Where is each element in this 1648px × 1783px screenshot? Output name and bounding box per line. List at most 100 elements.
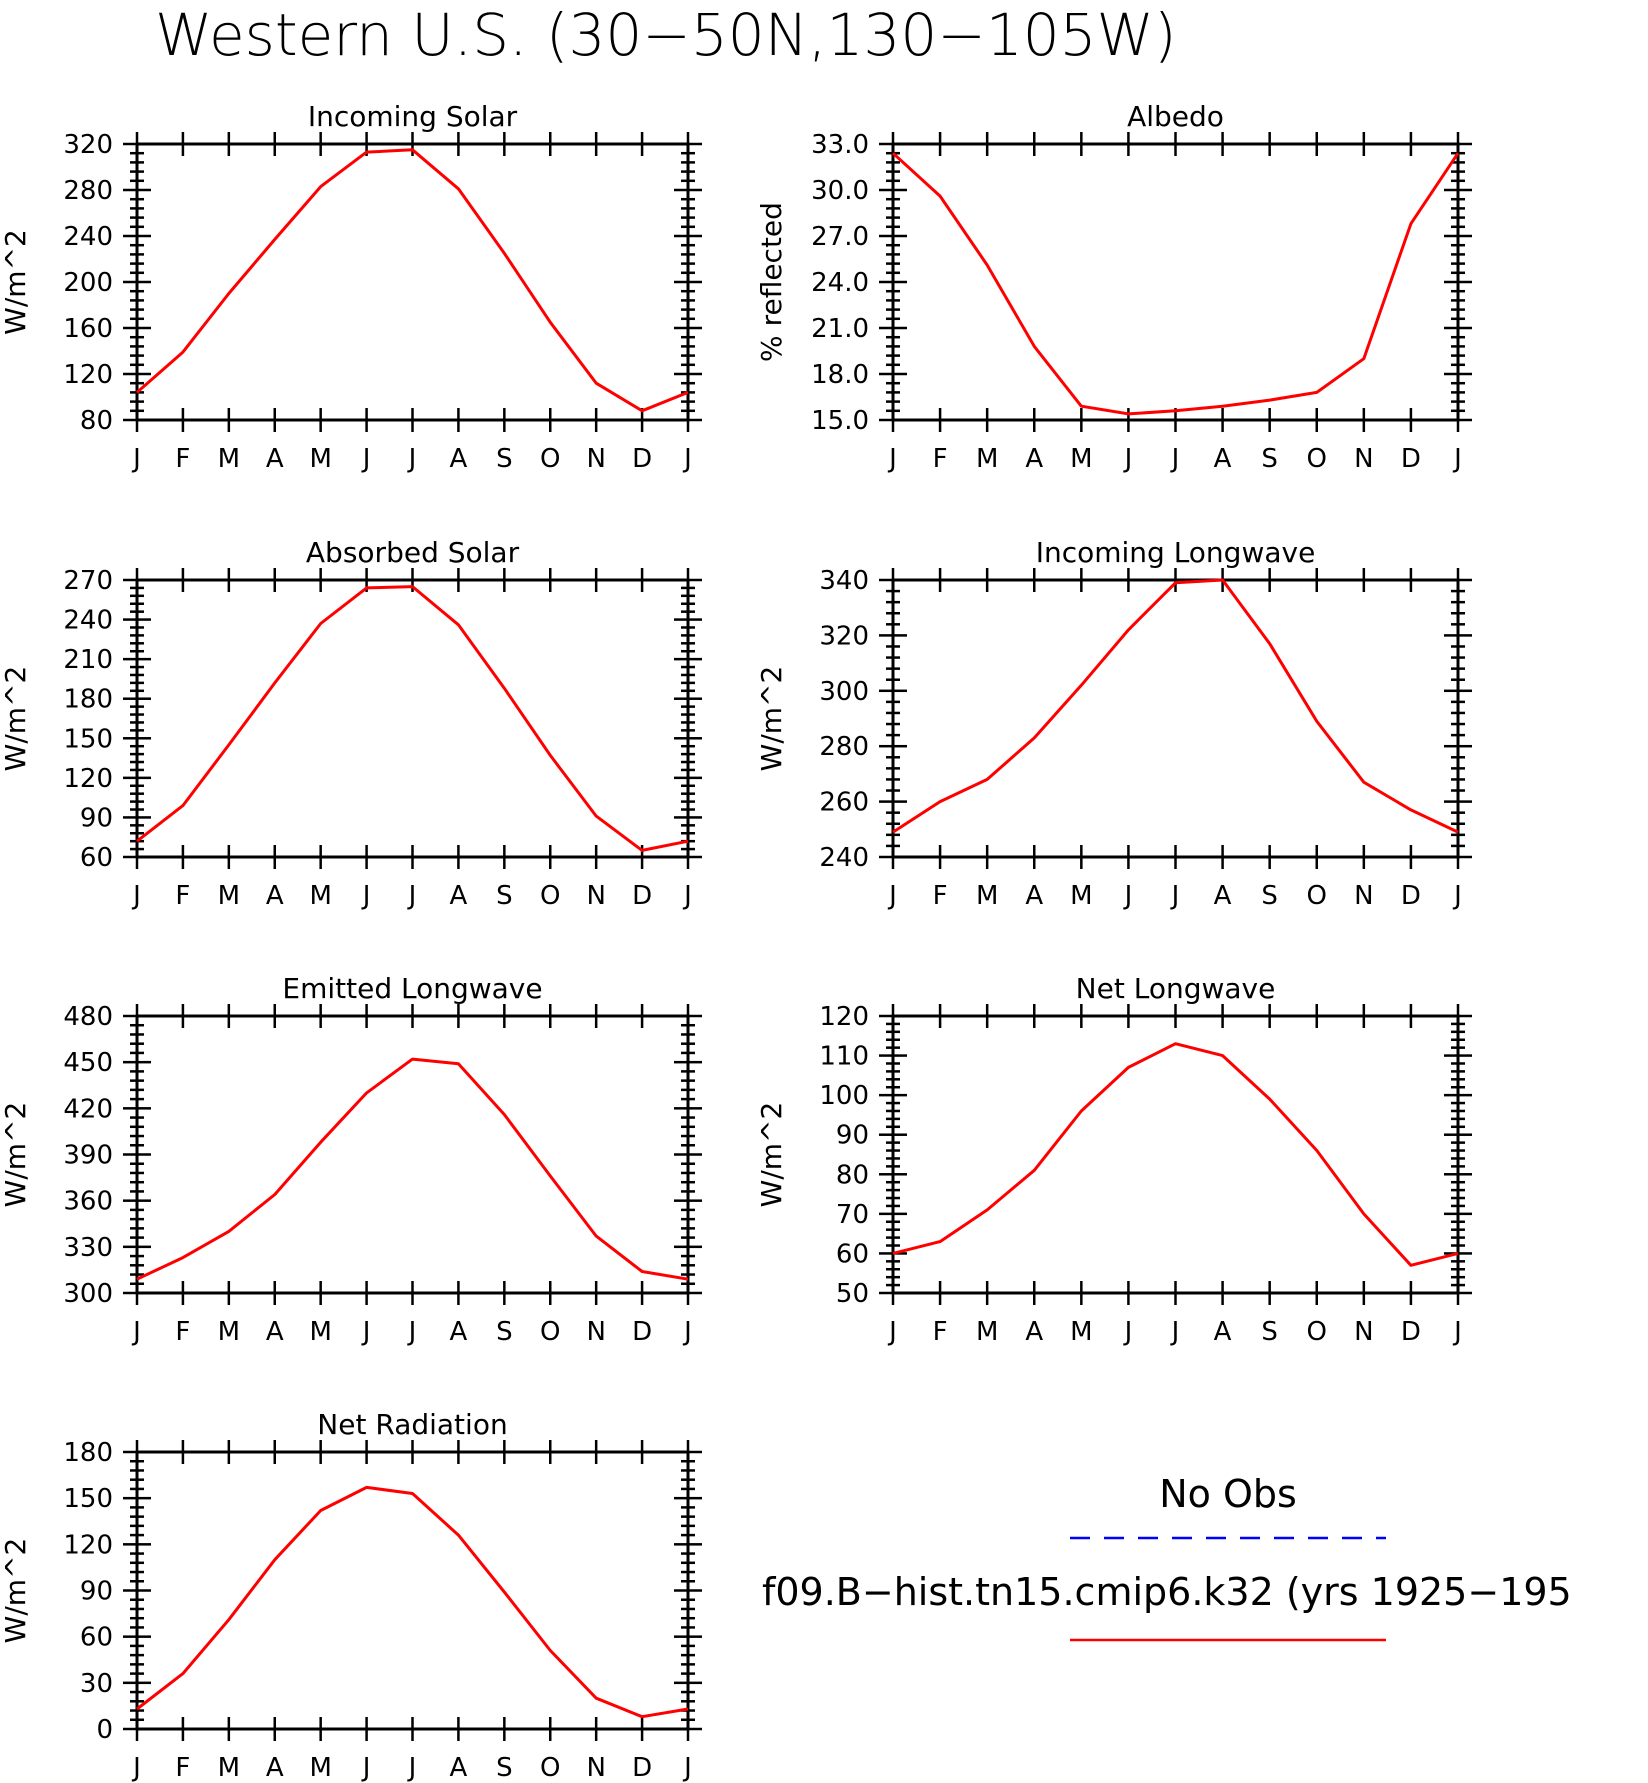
x-tick-label: D bbox=[1401, 1317, 1421, 1347]
x-tick-label: J bbox=[361, 881, 371, 911]
x-tick-label: F bbox=[175, 1317, 190, 1347]
x-tick-label: J bbox=[361, 444, 371, 474]
y-tick-label: 30 bbox=[80, 1669, 113, 1699]
y-tick-label: 18.0 bbox=[811, 360, 869, 390]
y-tick-label: 21.0 bbox=[811, 314, 869, 344]
x-tick-label: A bbox=[266, 1317, 284, 1347]
y-tick-label: 270 bbox=[63, 566, 113, 596]
x-tick-label: N bbox=[1354, 444, 1373, 474]
y-tick-label: 180 bbox=[63, 685, 113, 715]
x-tick-label: A bbox=[1025, 881, 1043, 911]
x-tick-label: O bbox=[1307, 881, 1327, 911]
series-line bbox=[891, 152, 1460, 416]
y-tick-label: 330 bbox=[63, 1233, 113, 1263]
y-tick-label: 60 bbox=[80, 1623, 113, 1653]
y-axis-label: W/m^2 bbox=[0, 666, 32, 772]
x-tick-label: J bbox=[131, 444, 141, 474]
plot-frame bbox=[135, 578, 690, 859]
y-tick-label: 150 bbox=[63, 724, 113, 754]
x-tick-label: M bbox=[1070, 881, 1092, 911]
x-tick-label: A bbox=[450, 444, 468, 474]
x-tick-label: O bbox=[1307, 1317, 1327, 1347]
y-tick-label: 120 bbox=[63, 764, 113, 794]
x-tick-label: J bbox=[407, 1753, 417, 1783]
plot-frame bbox=[135, 142, 690, 422]
y-tick-label: 100 bbox=[819, 1081, 869, 1111]
x-tick-label: N bbox=[586, 1753, 605, 1783]
x-tick-label: A bbox=[1214, 881, 1232, 911]
x-tick-label: J bbox=[887, 444, 897, 474]
y-tick-label: 280 bbox=[63, 176, 113, 206]
x-tick-label: S bbox=[496, 881, 513, 911]
x-tick-label: J bbox=[407, 444, 417, 474]
y-tick-label: 90 bbox=[836, 1121, 869, 1151]
plot-frame bbox=[891, 142, 1460, 422]
panel-title: Incoming Longwave bbox=[1036, 536, 1316, 569]
y-tick-label: 27.0 bbox=[811, 222, 869, 252]
y-tick-label: 90 bbox=[80, 1577, 113, 1607]
y-tick-label: 240 bbox=[63, 222, 113, 252]
y-tick-label: 210 bbox=[63, 645, 113, 675]
y-tick-label: 180 bbox=[63, 1438, 113, 1468]
x-tick-label: D bbox=[632, 1753, 652, 1783]
x-tick-label: O bbox=[540, 1753, 560, 1783]
y-tick-label: 60 bbox=[836, 1239, 869, 1269]
legend-obs-label: No Obs bbox=[1159, 1472, 1297, 1516]
y-axis-label: W/m^2 bbox=[0, 1538, 32, 1644]
x-tick-label: O bbox=[540, 1317, 560, 1347]
y-axis-label: W/m^2 bbox=[0, 229, 32, 335]
y-tick-label: 390 bbox=[63, 1141, 113, 1171]
x-tick-label: M bbox=[218, 881, 240, 911]
x-tick-label: M bbox=[309, 881, 331, 911]
x-tick-label: F bbox=[175, 444, 190, 474]
x-tick-label: D bbox=[632, 444, 652, 474]
y-tick-label: 90 bbox=[80, 803, 113, 833]
y-tick-label: 200 bbox=[63, 268, 113, 298]
x-tick-label: A bbox=[1025, 444, 1043, 474]
panel-title: Net Radiation bbox=[317, 1408, 507, 1441]
y-tick-label: 0 bbox=[96, 1715, 113, 1745]
y-tick-label: 320 bbox=[63, 130, 113, 160]
x-tick-label: J bbox=[1123, 881, 1133, 911]
y-tick-label: 480 bbox=[63, 1002, 113, 1032]
y-tick-label: 30.0 bbox=[811, 176, 869, 206]
x-tick-label: J bbox=[1452, 1317, 1462, 1347]
y-tick-label: 80 bbox=[80, 406, 113, 436]
x-tick-label: J bbox=[682, 1753, 692, 1783]
x-tick-label: M bbox=[309, 444, 331, 474]
x-tick-label: A bbox=[450, 881, 468, 911]
x-tick-label: N bbox=[586, 1317, 605, 1347]
x-tick-label: F bbox=[175, 1753, 190, 1783]
x-tick-label: A bbox=[266, 444, 284, 474]
x-tick-label: O bbox=[540, 881, 560, 911]
x-tick-label: D bbox=[1401, 444, 1421, 474]
x-tick-label: A bbox=[266, 1753, 284, 1783]
series-line bbox=[136, 1057, 689, 1281]
y-tick-label: 70 bbox=[836, 1200, 869, 1230]
y-tick-label: 260 bbox=[819, 788, 869, 818]
y-tick-label: 120 bbox=[63, 360, 113, 390]
y-tick-label: 120 bbox=[63, 1530, 113, 1560]
y-tick-label: 300 bbox=[63, 1279, 113, 1309]
series-line bbox=[136, 585, 689, 852]
x-tick-label: S bbox=[496, 1753, 513, 1783]
plot-frame bbox=[135, 1014, 690, 1295]
x-tick-label: J bbox=[1170, 444, 1180, 474]
x-tick-label: M bbox=[218, 444, 240, 474]
x-tick-label: J bbox=[131, 1753, 141, 1783]
x-tick-label: F bbox=[175, 881, 190, 911]
y-tick-label: 80 bbox=[836, 1160, 869, 1190]
x-tick-label: A bbox=[1025, 1317, 1043, 1347]
series-line bbox=[892, 1042, 1459, 1267]
x-tick-label: O bbox=[1307, 444, 1327, 474]
legend-model-label: f09.B−hist.tn15.cmip6.k32 (yrs 1925−195 bbox=[762, 1570, 1572, 1614]
x-tick-label: J bbox=[1170, 881, 1180, 911]
x-tick-label: N bbox=[586, 444, 605, 474]
panel-title: Net Longwave bbox=[1076, 972, 1276, 1005]
plot-frame bbox=[891, 578, 1460, 859]
y-tick-label: 450 bbox=[63, 1048, 113, 1078]
